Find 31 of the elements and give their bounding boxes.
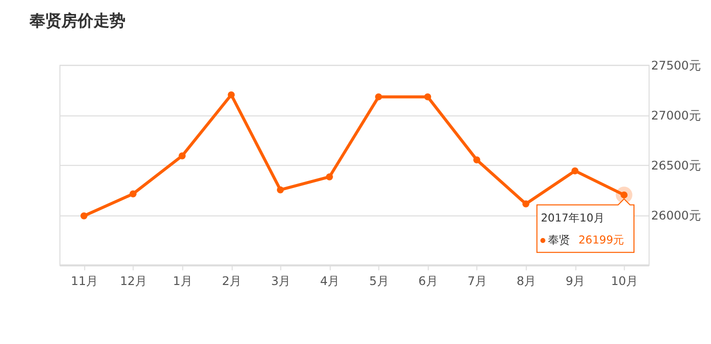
point	[276, 186, 284, 194]
annotation: 2017年10月	[540, 212, 604, 225]
x-tick-label: 5月	[369, 274, 389, 288]
x-tick-label: 3月	[271, 274, 291, 288]
point	[326, 173, 333, 180]
point	[375, 93, 382, 100]
y-tick-label: 26500元	[651, 158, 701, 172]
x-tick-label: 7月	[467, 274, 488, 288]
y-tick-label: 27000元	[651, 108, 701, 122]
x-tick-label: 4月	[320, 274, 340, 288]
x-tick-label: 1月	[172, 274, 192, 288]
chart-title: 奉贤房价走势	[28, 11, 126, 30]
x-tick-label: 8月	[516, 274, 536, 288]
point	[522, 200, 530, 208]
x-tick-label: 2月	[222, 274, 242, 288]
x-tick-label: 12月	[120, 274, 148, 288]
point	[228, 91, 235, 98]
point	[130, 190, 137, 198]
point	[473, 156, 480, 164]
point	[424, 93, 432, 100]
point	[178, 152, 186, 160]
data-label: 26199元	[578, 233, 624, 246]
x-tick-label: 11月	[70, 274, 98, 288]
y-tick-label: 26000元	[651, 208, 701, 222]
x-tick-label: 6月	[418, 274, 438, 288]
point	[80, 212, 88, 220]
legend-label: 奉贤	[548, 233, 570, 246]
x-tick-label: 10月	[610, 274, 638, 288]
x-tick-label: 9月	[566, 274, 586, 288]
y-tick-label: 27500元	[651, 58, 701, 72]
point	[571, 167, 578, 174]
